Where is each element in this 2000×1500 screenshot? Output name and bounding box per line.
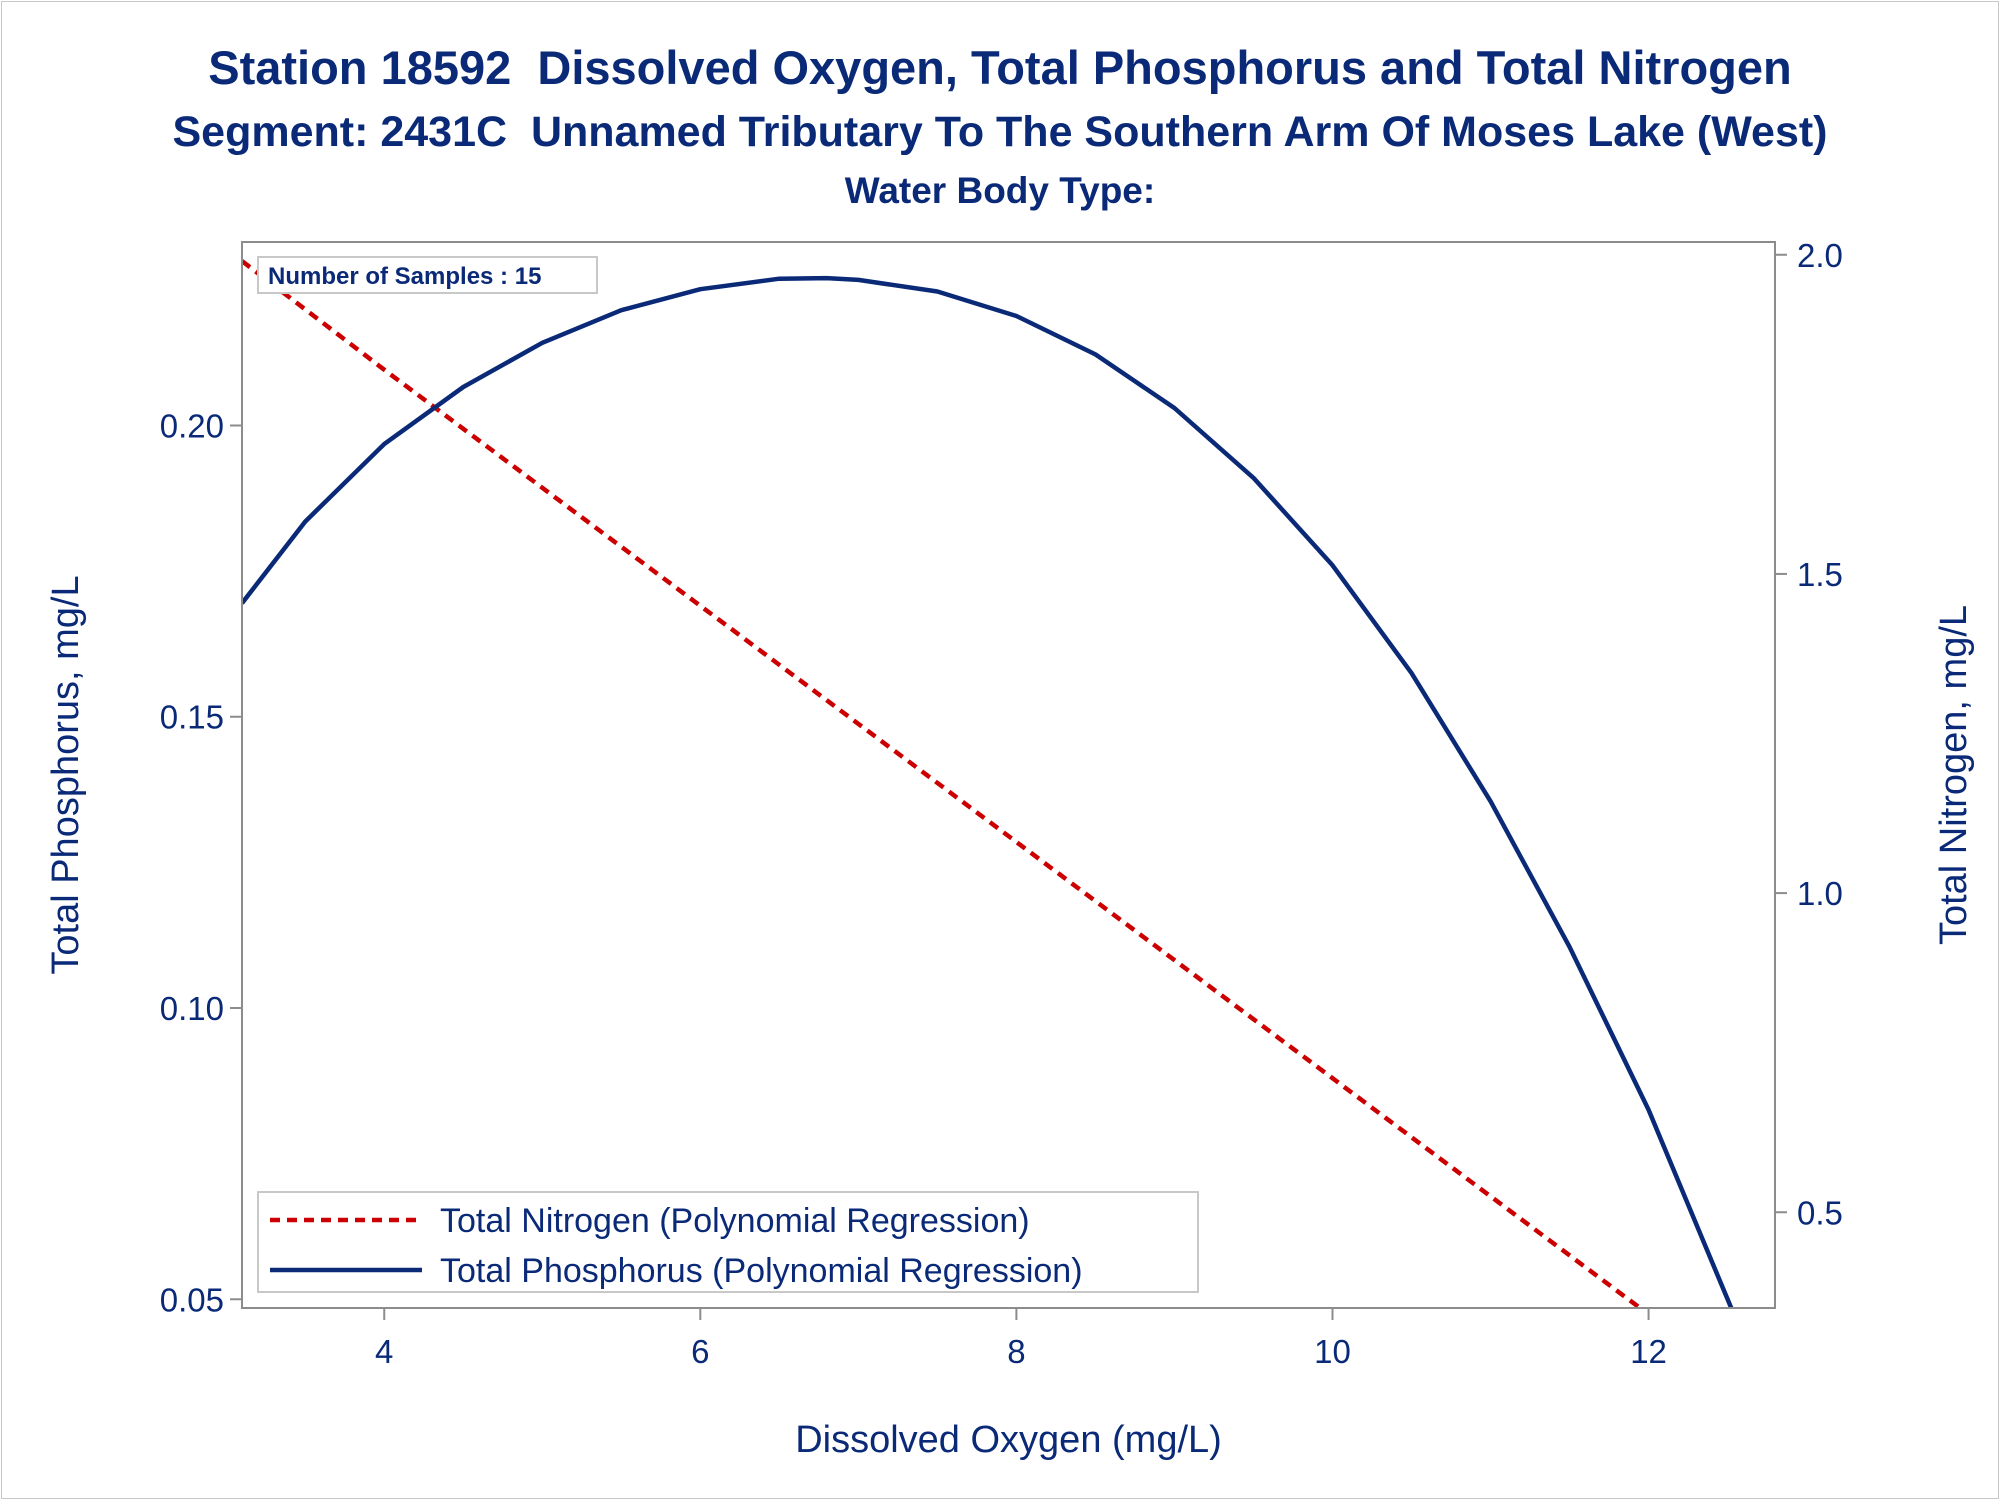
y-left-tick-label: 0.15 — [160, 699, 224, 736]
legend: Number of Samples : 15 Total Nitrogen (Po… — [257, 256, 1199, 1293]
y-right-tick-label: 1.0 — [1797, 875, 1843, 912]
plot-area — [242, 259, 1734, 1308]
axes: 4 6 8 10 12 0.05 0.10 0.15 0.20 0.5 1.0 1.5 2.0 Disso… — [45, 237, 1975, 1461]
y-right-tick-label: 0.5 — [1797, 1194, 1843, 1231]
x-tick-label: 6 — [691, 1333, 709, 1370]
y-left-tick-label: 0.05 — [160, 1281, 224, 1318]
legend-box — [257, 1191, 1199, 1293]
x-tick-label: 4 — [375, 1333, 393, 1370]
y-right-axis-label: Total Nitrogen, mg/L — [1933, 605, 1975, 945]
legend-entry: Total Phosphorus (Polynomial Regression) — [440, 1252, 1083, 1290]
x-axis-label: Dissolved Oxygen (mg/L) — [795, 1419, 1222, 1461]
chart-subtitle-segment: Segment: 2431C Unnamed Tributary To The … — [172, 108, 1828, 156]
y-right-tick-label: 1.5 — [1797, 556, 1843, 593]
series-line-total-nitrogen — [242, 259, 1644, 1308]
x-tick-label: 12 — [1630, 1333, 1667, 1370]
sample-count-annotation: Number of Samples : 15 — [268, 263, 541, 290]
y-right-tick-label: 2.0 — [1797, 237, 1843, 274]
chart-title: Station 18592 Dissolved Oxygen, Total Ph… — [208, 41, 1792, 94]
y-left-tick-label: 0.10 — [160, 990, 224, 1027]
chart-subtitle-water-body: Water Body Type: — [844, 170, 1156, 211]
series-line-total-phosphorus — [242, 275, 1734, 1308]
x-tick-label: 10 — [1314, 1333, 1351, 1370]
x-tick-label: 8 — [1007, 1333, 1025, 1370]
y-left-axis-label: Total Phosphorus, mg/L — [45, 575, 87, 974]
sample-count-box — [257, 256, 598, 294]
legend-entry: Total Nitrogen (Polynomial Regression) — [440, 1202, 1030, 1240]
plot-border — [241, 241, 1776, 1309]
y-left-tick-label: 0.20 — [160, 407, 224, 444]
